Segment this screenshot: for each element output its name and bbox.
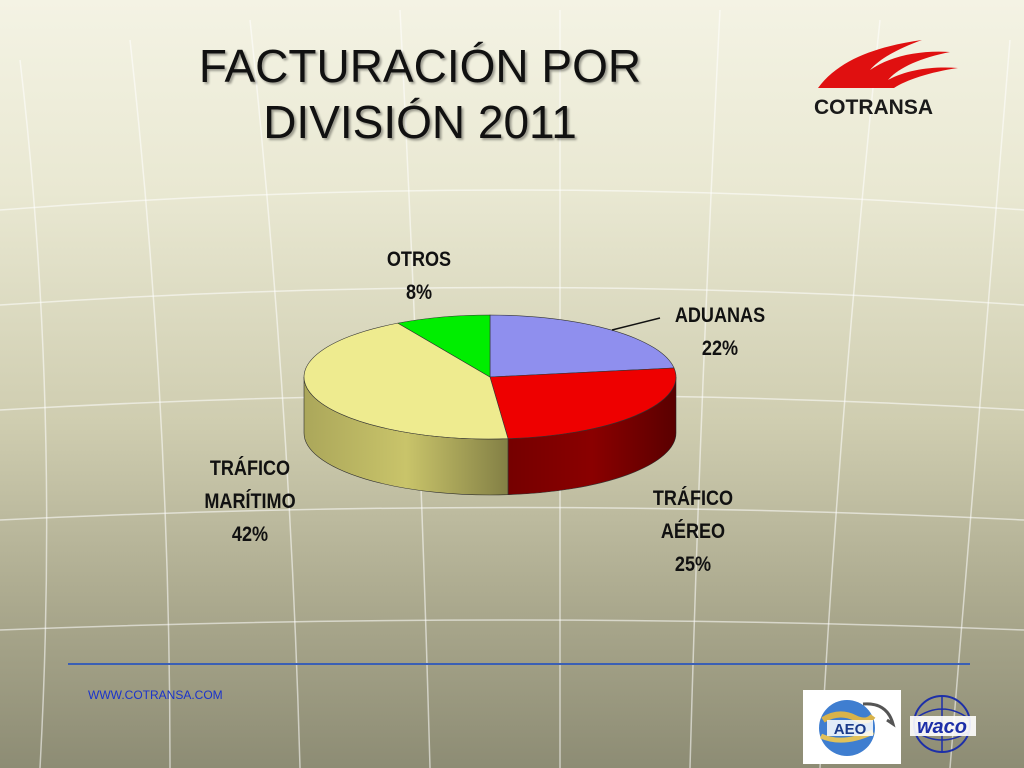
waco-logo: waco — [910, 695, 976, 753]
data-label-aduanas: ADUANAS 22% — [675, 304, 765, 361]
cotransa-logo: COTRANSA — [814, 40, 958, 119]
pie-side-shade-trafico-maritimo — [304, 377, 509, 495]
aeo-badge-logo: AEO — [803, 690, 901, 764]
cotransa-swoosh-icon — [818, 40, 958, 88]
pie-slice-trafico-maritimo — [303, 322, 509, 440]
waco-text: waco — [917, 716, 967, 738]
aduanas-leader-line — [611, 317, 661, 331]
pie-slice-trafico-aereo — [489, 367, 677, 440]
title-line-2: DIVISIÓN 2011 — [263, 96, 577, 148]
slide-title: FACTURACIÓN POR DIVISIÓN 2011 — [120, 38, 720, 150]
cotransa-wordmark: COTRANSA — [814, 96, 933, 119]
website-link[interactable]: WWW.COTRANSA.COM — [88, 688, 223, 702]
pie-slice-aduanas — [489, 314, 675, 378]
data-label-trafico-maritimo: TRÁFICO MARÍTIMO 42% — [204, 456, 295, 547]
data-label-trafico-aereo: TRÁFICO AÉREO 25% — [653, 486, 733, 577]
pie-side-shade-trafico-aereo — [508, 377, 676, 495]
pie-slice-otros — [397, 314, 491, 378]
footer-divider — [68, 663, 970, 665]
data-label-otros: OTROS 8% — [387, 248, 451, 305]
aeo-text: AEO — [834, 721, 867, 738]
title-line-1: FACTURACIÓN POR — [198, 40, 642, 92]
